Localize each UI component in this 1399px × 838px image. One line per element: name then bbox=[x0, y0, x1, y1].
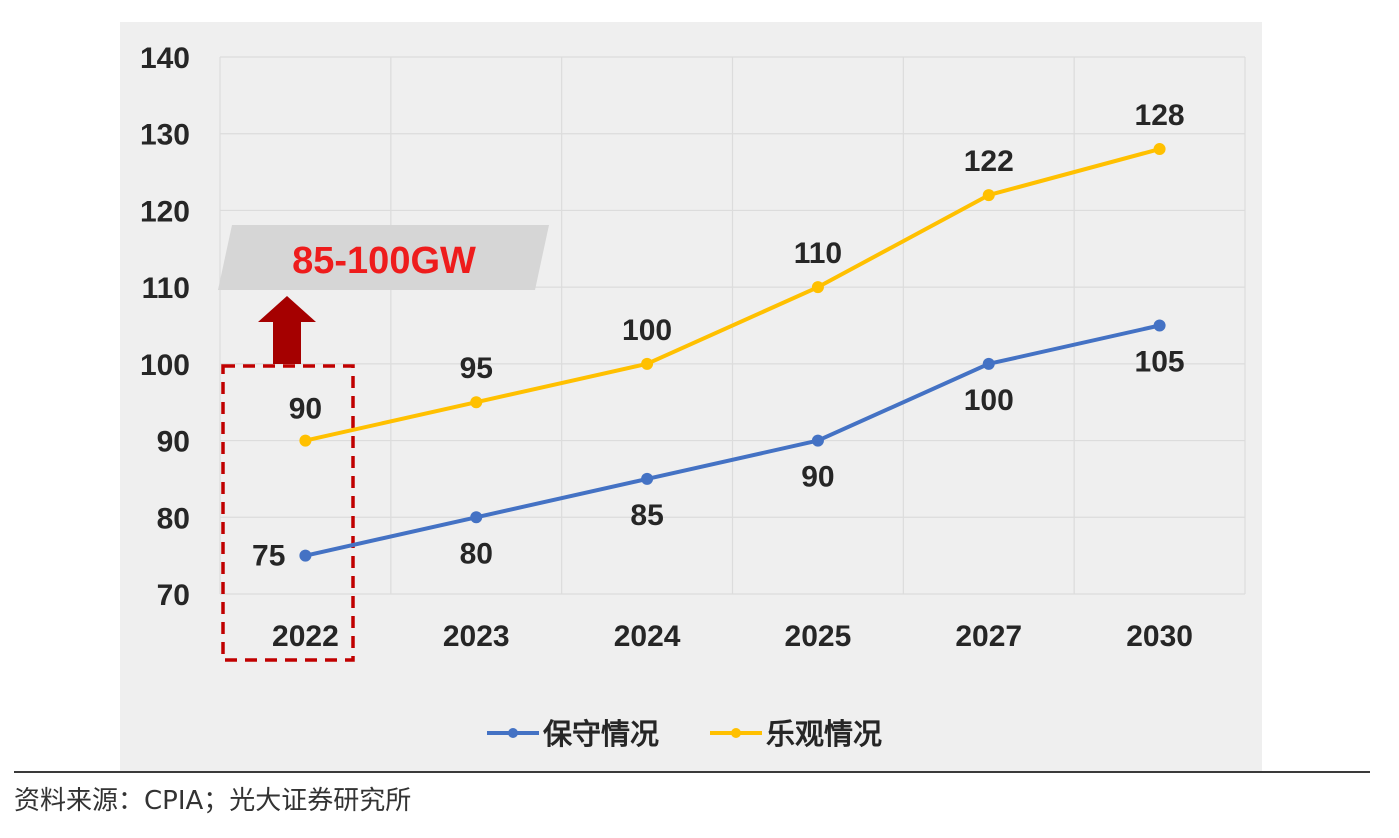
legend-item[interactable]: 保守情况 bbox=[487, 717, 659, 751]
series-conservative: 75 80 85 90 100 105 bbox=[252, 319, 1185, 573]
highlight-box-2022 bbox=[221, 364, 355, 662]
legend: 保守情况 乐观情况 bbox=[487, 717, 882, 751]
x-tick-label: 2024 bbox=[614, 620, 681, 653]
data-label: 105 bbox=[1135, 346, 1185, 379]
x-axis: 2022 2023 2024 2025 2027 2030 bbox=[272, 620, 1193, 653]
data-label: 122 bbox=[964, 145, 1014, 178]
chart-background bbox=[120, 22, 1262, 772]
series-line bbox=[304, 323, 1161, 558]
source-note: 资料来源：CPIA；光大证券研究所 bbox=[14, 786, 412, 816]
y-axis: 70 80 90 100 110 120 130 140 bbox=[140, 42, 190, 612]
source-divider bbox=[14, 771, 1370, 773]
data-label: 100 bbox=[964, 384, 1014, 417]
data-point[interactable] bbox=[299, 549, 312, 562]
data-point[interactable] bbox=[470, 511, 483, 524]
y-tick-label: 140 bbox=[140, 42, 190, 75]
data-point[interactable] bbox=[811, 434, 824, 447]
data-label: 110 bbox=[794, 237, 842, 270]
y-tick-label: 120 bbox=[140, 195, 190, 228]
data-label: 100 bbox=[622, 314, 672, 347]
annotation-callout: 85-100GW bbox=[218, 225, 549, 662]
series-line bbox=[304, 147, 1161, 443]
data-point[interactable] bbox=[641, 357, 654, 370]
data-label: 90 bbox=[801, 461, 834, 494]
data-point[interactable] bbox=[982, 189, 995, 202]
legend-label: 乐观情况 bbox=[766, 717, 882, 751]
y-tick-label: 100 bbox=[140, 349, 190, 382]
legend-item[interactable]: 乐观情况 bbox=[710, 717, 882, 751]
legend-label: 保守情况 bbox=[542, 717, 659, 751]
y-tick-label: 130 bbox=[140, 119, 190, 152]
y-tick-label: 90 bbox=[157, 426, 190, 459]
data-label: 90 bbox=[289, 393, 322, 426]
data-label: 80 bbox=[460, 537, 493, 570]
legend-marker-icon bbox=[731, 728, 741, 738]
series-layer: 75 80 85 90 100 105 90 95 100 110 122 128 bbox=[252, 99, 1185, 573]
data-label: 128 bbox=[1135, 99, 1185, 132]
data-point[interactable] bbox=[1153, 319, 1166, 332]
callout-band bbox=[218, 225, 549, 290]
data-label: 85 bbox=[630, 499, 663, 532]
data-point[interactable] bbox=[299, 434, 312, 447]
grid bbox=[219, 56, 1246, 595]
data-point[interactable] bbox=[982, 357, 995, 370]
y-tick-label: 80 bbox=[157, 502, 190, 535]
x-tick-label: 2022 bbox=[272, 620, 339, 653]
callout-text: 85-100GW bbox=[292, 240, 476, 282]
legend-marker-icon bbox=[508, 728, 518, 738]
data-label: 95 bbox=[460, 352, 493, 385]
x-tick-label: 2027 bbox=[955, 620, 1022, 653]
data-point[interactable] bbox=[1153, 143, 1166, 156]
y-tick-label: 110 bbox=[142, 272, 190, 305]
x-tick-label: 2023 bbox=[443, 620, 510, 653]
series-optimistic: 90 95 100 110 122 128 bbox=[289, 99, 1185, 447]
y-tick-label: 70 bbox=[157, 579, 190, 612]
data-point[interactable] bbox=[641, 472, 654, 485]
data-point[interactable] bbox=[811, 281, 824, 294]
arrow-up-icon bbox=[258, 296, 316, 364]
x-tick-label: 2025 bbox=[785, 620, 852, 653]
data-label: 75 bbox=[252, 540, 285, 573]
x-tick-label: 2030 bbox=[1126, 620, 1193, 653]
data-point[interactable] bbox=[470, 396, 483, 409]
